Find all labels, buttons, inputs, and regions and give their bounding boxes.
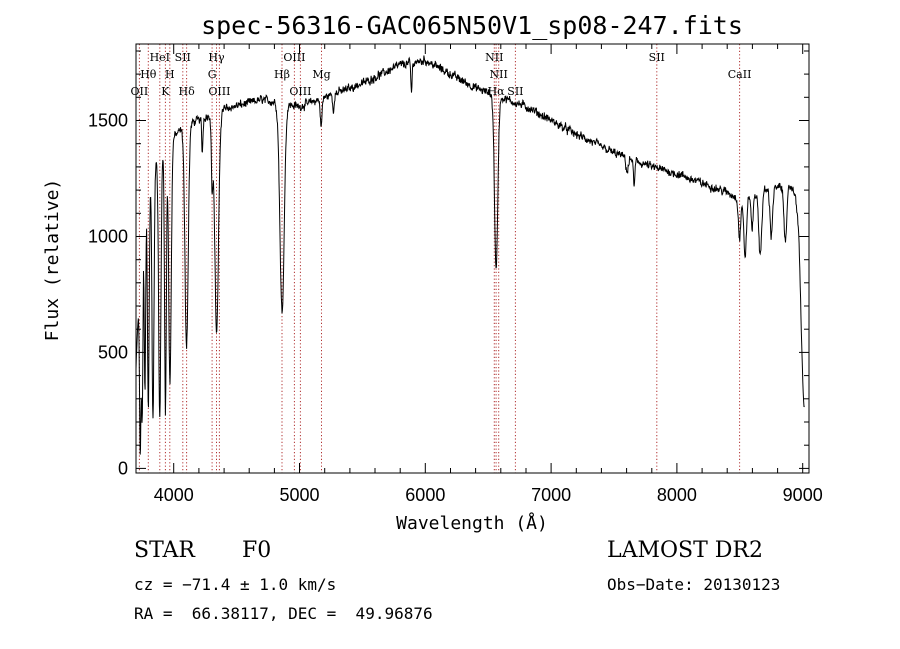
object-subclass: F0 — [242, 538, 272, 563]
y-tick-label: 0 — [118, 458, 128, 478]
line-label-layer: OIIHθHeIKSIIHHδHγGOIIIOIIIHβOIIIMgNIINII… — [131, 51, 752, 98]
line-label: Hθ — [140, 68, 157, 81]
x-tick-label: 7000 — [531, 485, 571, 505]
line-label: OIII — [283, 51, 305, 64]
line-label: Hδ — [178, 85, 195, 98]
plot-frame — [135, 43, 810, 474]
y-axis: 0 500 1000 1500 — [88, 50, 809, 478]
x-tick-label: 5000 — [280, 485, 320, 505]
x-axis-label: Wavelength (Å) — [396, 512, 548, 534]
line-label: HeI — [150, 51, 170, 64]
object-class: STAR — [134, 538, 195, 563]
y-tick-label: 500 — [98, 342, 128, 362]
line-label: SII — [649, 51, 665, 64]
x-tick-label: 8000 — [657, 485, 697, 505]
sky-coordinates: RA = 66.38117, DEC = 49.96876 — [134, 604, 433, 623]
y-tick-label: 1500 — [88, 111, 128, 131]
line-label: H — [165, 68, 175, 81]
x-tick-label: 4000 — [154, 485, 194, 505]
spectrum-series-line — [135, 55, 805, 455]
observation-date: Obs−Date: 20130123 — [607, 575, 781, 594]
line-label: NII — [490, 68, 508, 81]
y-tick-label: 1000 — [88, 226, 128, 246]
y-axis-label: Flux (relative) — [42, 179, 63, 342]
x-tick-label: 6000 — [405, 485, 445, 505]
line-label: NII — [485, 51, 503, 64]
line-label: Mg — [312, 68, 330, 81]
line-marker-layer — [138, 44, 741, 473]
line-label: G — [208, 68, 217, 81]
line-label: CaII — [728, 68, 752, 81]
line-label: SII — [175, 51, 191, 64]
line-label: OIII — [208, 85, 230, 98]
x-tick-label: 9000 — [783, 485, 823, 505]
line-label: SII — [507, 85, 523, 98]
line-label: Hβ — [274, 68, 290, 81]
redshift-velocity: cz = −71.4 ± 1.0 km/s — [134, 575, 337, 594]
line-label: Hγ — [208, 51, 225, 64]
line-label: K — [161, 85, 170, 98]
x-axis: 4000 5000 6000 7000 8000 9000 — [154, 44, 823, 505]
survey-name: LAMOST DR2 — [607, 538, 763, 563]
line-label: OIII — [289, 85, 311, 98]
line-label: OII — [131, 85, 149, 98]
chart-title: spec-56316-GAC065N50V1_sp08-247.fits — [201, 11, 743, 40]
line-label: Hα — [488, 85, 506, 98]
